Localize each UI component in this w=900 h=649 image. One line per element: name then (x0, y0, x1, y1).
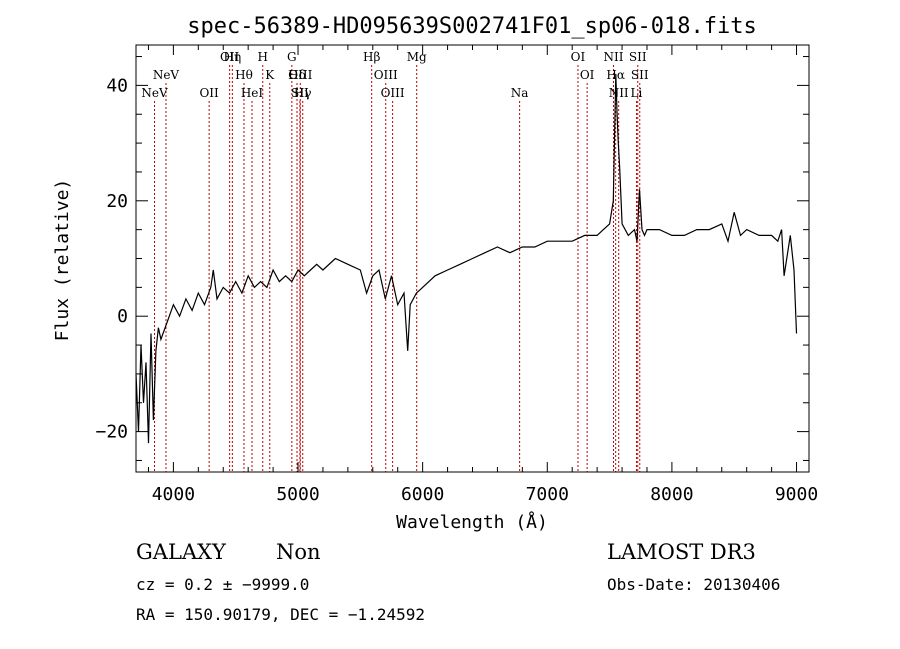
x-tick-label-4: 8000 (650, 484, 693, 505)
line-label-17: Mg (407, 50, 427, 64)
survey-name: LAMOST DR3 (607, 540, 756, 564)
line-label-23: NII (609, 86, 629, 100)
line-label-13: Hγ (294, 86, 312, 100)
x-tick-label-0: 4000 (152, 484, 195, 505)
chart-title: spec-56389-HD095639S002741F01_sp06-018.f… (187, 14, 757, 39)
line-label-11: G (287, 50, 297, 64)
line-label-18: Na (511, 86, 529, 100)
coordinates: RA = 150.90179, DEC = −1.24592 (136, 605, 425, 624)
line-label-3: OII (220, 50, 240, 64)
y-axis-ticks: −20 0 20 40 (95, 56, 809, 461)
line-label-26: Li (631, 86, 643, 100)
redshift-value: cz = 0.2 ± −9999.0 (136, 575, 309, 594)
line-label-15: OIII (374, 68, 398, 82)
line-label-0: NeV (141, 86, 168, 100)
line-label-25: SII (631, 68, 649, 82)
line-label-20: OI (580, 68, 595, 82)
y-tick-label-1: 0 (117, 306, 128, 327)
line-label-24: SII (629, 50, 647, 64)
y-tick-label-2: 20 (106, 191, 128, 212)
line-label-1: NeV (153, 68, 180, 82)
line-label-10: SII (291, 86, 309, 100)
line-label-7: H (258, 50, 268, 64)
x-tick-label-1: 5000 (276, 484, 319, 505)
x-axis-ticks: 4000 5000 6000 7000 8000 9000 (147, 45, 818, 505)
x-axis-label: Wavelength (Å) (396, 511, 548, 533)
spectrum-line (135, 73, 798, 444)
y-axis-label: Flux (relative) (52, 179, 73, 342)
line-label-2: OII (199, 86, 219, 100)
line-label-16: OIII (381, 86, 405, 100)
line-label-5: Hθ (235, 68, 253, 82)
x-tick-label-2: 6000 (401, 484, 444, 505)
x-tick-label-5: 9000 (775, 484, 818, 505)
line-label-9: Hδ (288, 68, 306, 82)
x-tick-label-3: 7000 (526, 484, 569, 505)
y-tick-label-0: −20 (95, 422, 128, 443)
line-label-21: NII (604, 50, 624, 64)
emission-line-markers (154, 65, 641, 472)
line-label-14: Hβ (363, 50, 380, 64)
line-label-6: HeI (241, 86, 264, 100)
y-tick-label-3: 40 (106, 75, 128, 96)
line-label-8: K (265, 68, 275, 82)
line-label-12: OIII (288, 68, 312, 82)
object-subclass: Non (276, 540, 321, 564)
observation-date: Obs-Date: 20130406 (607, 575, 780, 594)
object-class: GALAXY (136, 540, 227, 564)
line-label-19: OI (571, 50, 586, 64)
line-label-4: Hη (224, 50, 242, 64)
